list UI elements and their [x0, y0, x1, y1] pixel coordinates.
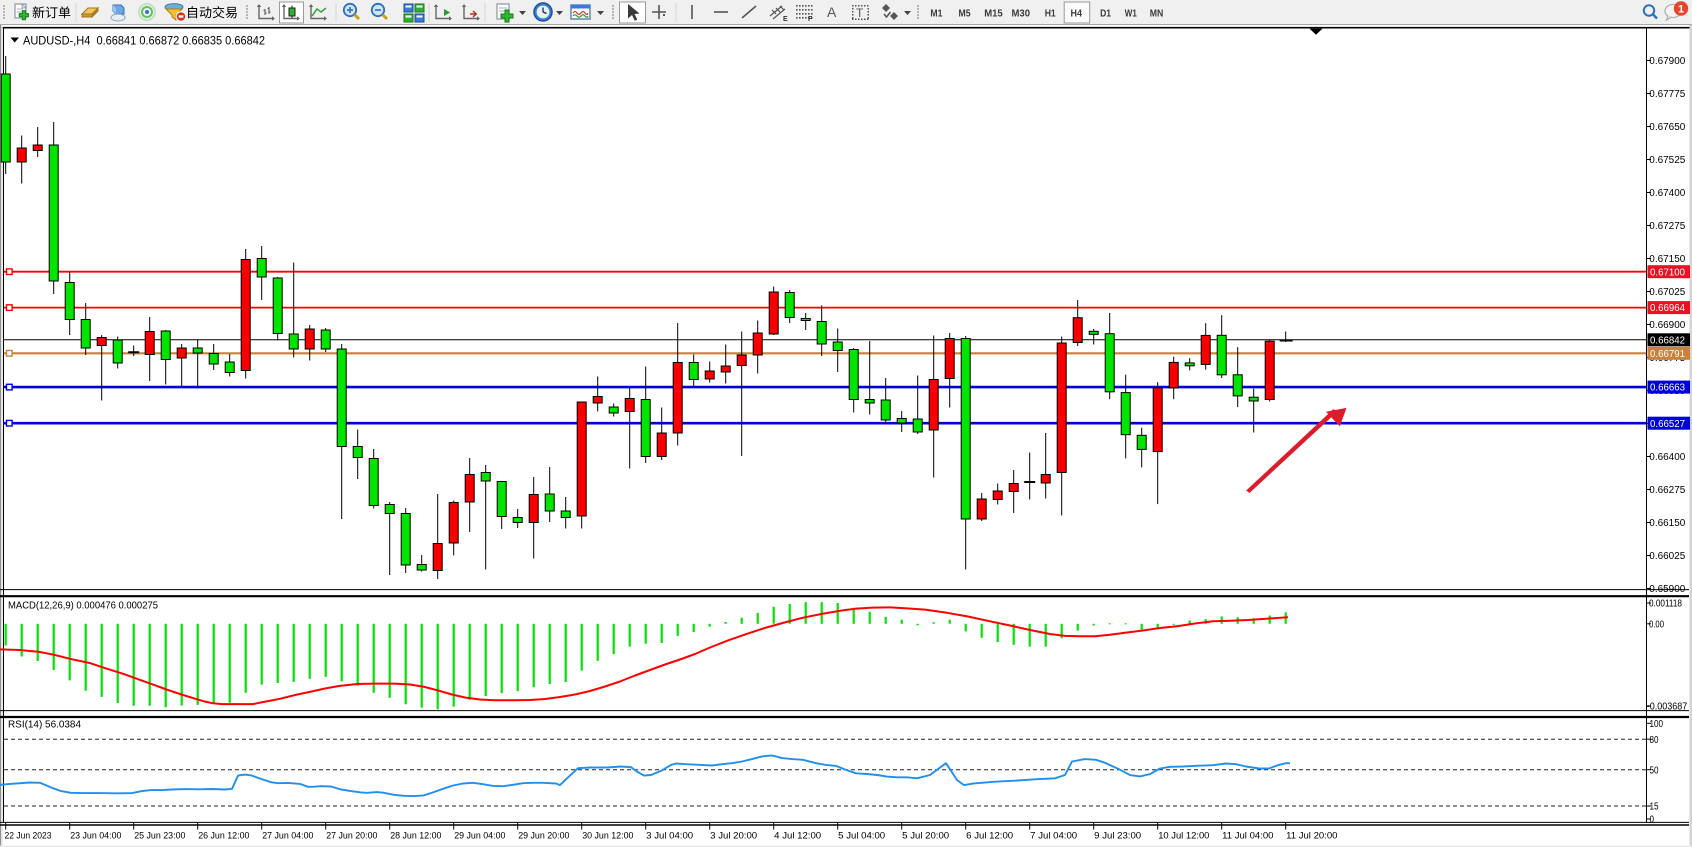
svg-text:0.67025: 0.67025 [1649, 287, 1685, 298]
svg-text:0.66842: 0.66842 [1650, 335, 1685, 346]
svg-text:25 Jun 23:00: 25 Jun 23:00 [134, 830, 185, 841]
svg-text:3 Jul 20:00: 3 Jul 20:00 [710, 830, 757, 841]
svg-text:5 Jul 04:00: 5 Jul 04:00 [838, 830, 885, 841]
svg-text:0.66025: 0.66025 [1649, 551, 1685, 562]
svg-text:7 Jul 04:00: 7 Jul 04:00 [1030, 830, 1077, 841]
svg-text:0.67275: 0.67275 [1649, 221, 1685, 232]
svg-text:MACD(12,26,9) 0.000476 0.00027: MACD(12,26,9) 0.000476 0.000275 [8, 601, 158, 612]
svg-text:0.66900: 0.66900 [1649, 320, 1685, 331]
svg-text:28 Jun 12:00: 28 Jun 12:00 [390, 830, 441, 841]
svg-text:0.67150: 0.67150 [1649, 254, 1685, 265]
svg-text:80: 80 [1650, 735, 1659, 746]
svg-text:0.67100: 0.67100 [1650, 267, 1685, 278]
svg-text:3 Jul 04:00: 3 Jul 04:00 [646, 830, 693, 841]
svg-text:-0.003687: -0.003687 [1647, 702, 1688, 713]
svg-text:E: E [783, 16, 788, 23]
svg-text:15: 15 [1650, 802, 1659, 813]
svg-text:A: A [827, 4, 837, 20]
svg-text:0.00: 0.00 [1649, 619, 1664, 630]
svg-text:D1: D1 [1100, 8, 1111, 19]
svg-text:29 Jun 20:00: 29 Jun 20:00 [518, 830, 569, 841]
svg-text:MN: MN [1150, 8, 1164, 19]
svg-text:1: 1 [1678, 4, 1684, 16]
svg-text:10 Jul 12:00: 10 Jul 12:00 [1158, 830, 1209, 841]
svg-text:0.66400: 0.66400 [1649, 452, 1685, 463]
svg-text:F: F [808, 16, 813, 23]
svg-text:0.67650: 0.67650 [1649, 122, 1685, 133]
svg-text:0.67400: 0.67400 [1649, 188, 1685, 199]
svg-text:T: T [856, 6, 864, 20]
svg-text:100: 100 [1650, 719, 1664, 730]
svg-text:27 Jun 20:00: 27 Jun 20:00 [326, 830, 377, 841]
svg-text:0.66527: 0.66527 [1650, 419, 1685, 430]
svg-text:0.66964: 0.66964 [1650, 303, 1685, 314]
svg-text:H1: H1 [1045, 8, 1056, 19]
svg-text:M1: M1 [930, 8, 942, 19]
svg-text:5 Jul 20:00: 5 Jul 20:00 [902, 830, 949, 841]
svg-text:0.66150: 0.66150 [1649, 518, 1685, 529]
svg-text:29 Jun 04:00: 29 Jun 04:00 [454, 830, 505, 841]
svg-text:11 Jul 04:00: 11 Jul 04:00 [1222, 830, 1273, 841]
svg-text:9 Jul 23:00: 9 Jul 23:00 [1094, 830, 1141, 841]
svg-text:RSI(14) 56.0384: RSI(14) 56.0384 [8, 720, 81, 731]
svg-text:11 Jul 20:00: 11 Jul 20:00 [1286, 830, 1337, 841]
svg-text:0.67525: 0.67525 [1649, 155, 1685, 166]
svg-text:26 Jun 12:00: 26 Jun 12:00 [198, 830, 249, 841]
svg-text:0.66663: 0.66663 [1650, 383, 1685, 394]
svg-text:30 Jun 12:00: 30 Jun 12:00 [582, 830, 633, 841]
svg-text:22 Jun 2023: 22 Jun 2023 [5, 830, 52, 841]
svg-text:0: 0 [1650, 815, 1655, 826]
svg-text:50: 50 [1650, 765, 1659, 776]
svg-text:H4: H4 [1071, 8, 1083, 19]
svg-text:0.67775: 0.67775 [1649, 89, 1685, 100]
svg-text:M15: M15 [984, 8, 1003, 19]
svg-text:M5: M5 [959, 8, 971, 19]
svg-text:27 Jun 04:00: 27 Jun 04:00 [262, 830, 313, 841]
svg-text:23 Jun 04:00: 23 Jun 04:00 [70, 830, 121, 841]
svg-text:0.66275: 0.66275 [1649, 485, 1685, 496]
svg-text:0.66791: 0.66791 [1650, 349, 1685, 360]
svg-text:M30: M30 [1012, 8, 1031, 19]
svg-text:4 Jul 12:00: 4 Jul 12:00 [774, 830, 821, 841]
svg-text:0.67900: 0.67900 [1649, 56, 1685, 67]
svg-text:6 Jul 12:00: 6 Jul 12:00 [966, 830, 1013, 841]
svg-text:0.65900: 0.65900 [1649, 584, 1685, 595]
svg-text:0.001118: 0.001118 [1649, 599, 1682, 610]
svg-text:W1: W1 [1125, 8, 1137, 19]
svg-text:AUDUSD-,H4 0.66841 0.66872 0.: AUDUSD-,H4 0.66841 0.66872 0.66835 0.668… [23, 35, 265, 48]
